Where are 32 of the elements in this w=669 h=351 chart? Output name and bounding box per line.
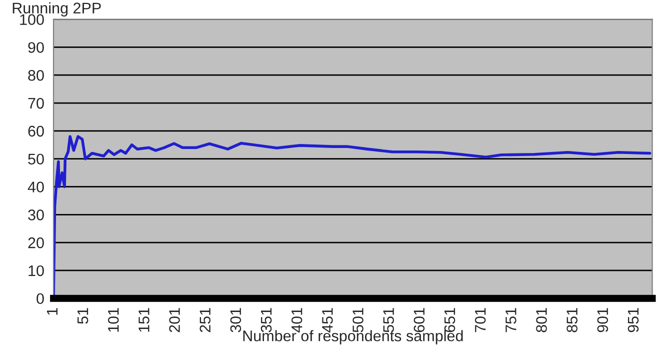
x-tick-label: 151 — [138, 308, 150, 332]
x-tick-label: 751 — [506, 308, 516, 332]
y-tick-label: 40 — [28, 182, 44, 192]
x-tick-label: 351 — [260, 308, 272, 332]
x-tick-label: 251 — [200, 308, 211, 332]
y-tick-label: 100 — [20, 14, 44, 25]
x-tick-label: 801 — [536, 308, 547, 332]
y-tick-label: 80 — [28, 70, 44, 81]
x-tick-label: 301 — [230, 308, 242, 332]
y-tick-label: 10 — [28, 265, 44, 276]
x-tick-label: 401 — [291, 308, 302, 333]
x-tick-label: 451 — [322, 308, 333, 333]
x-tick-label: 1 — [46, 308, 58, 315]
x-tick-label: 601 — [414, 308, 425, 332]
y-axis-title: Running 2PP — [12, 2, 101, 17]
x-tick-label: 701 — [474, 308, 486, 332]
y-tick-label: 90 — [28, 42, 44, 53]
y-tick-label: 0 — [36, 293, 44, 304]
x-tick-label: 51 — [78, 308, 88, 324]
x-tick-label: 901 — [597, 308, 608, 332]
y-tick-label: 70 — [28, 98, 44, 109]
y-tick-label: 60 — [28, 126, 44, 137]
x-tick-label: 651 — [444, 308, 456, 332]
x-tick-label: 201 — [169, 308, 180, 332]
x-tick-label: 951 — [628, 308, 639, 332]
y-tick-label: 30 — [28, 210, 44, 220]
x-tick-label: 551 — [383, 308, 394, 332]
x-tick-label: 851 — [566, 308, 578, 332]
y-tick-label: 50 — [28, 154, 44, 165]
x-tick-label: 501 — [352, 308, 364, 332]
y-tick-label: 20 — [28, 237, 44, 248]
x-tick-label: 101 — [108, 308, 119, 332]
